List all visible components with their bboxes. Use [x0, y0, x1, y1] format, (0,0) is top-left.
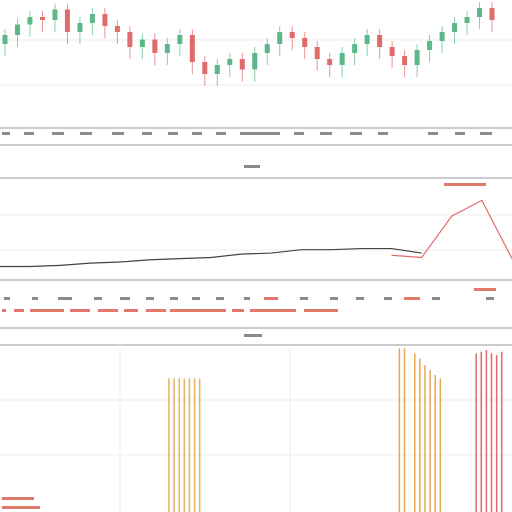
candle-body — [377, 35, 383, 47]
volume-bar — [434, 375, 436, 512]
volume-bar — [419, 358, 421, 512]
price-line — [391, 199, 512, 259]
volume-bar — [198, 378, 201, 512]
candle-body — [239, 59, 245, 70]
candle-body — [252, 53, 258, 70]
candle-body — [139, 39, 145, 47]
candle-body — [289, 32, 295, 38]
candle-body — [227, 59, 233, 65]
candle-body — [189, 35, 195, 62]
candle-body — [389, 47, 395, 56]
volume-bar — [188, 378, 191, 512]
candle-body — [77, 23, 83, 32]
volume-bar — [475, 353, 477, 512]
volume-bar — [168, 378, 170, 512]
candle-body — [302, 38, 308, 47]
volume-bar — [183, 378, 186, 512]
price-line — [0, 247, 422, 268]
candle-body — [64, 9, 70, 32]
candle-body — [14, 24, 20, 35]
candle-body — [402, 56, 408, 65]
volume-bar — [439, 378, 442, 512]
candle-body — [414, 50, 420, 65]
candle-body — [2, 35, 8, 44]
candle-body — [477, 8, 483, 17]
time-axis-labels — [2, 132, 492, 135]
info-row — [2, 309, 338, 312]
volume-bar — [424, 365, 426, 512]
candle-body — [439, 32, 445, 41]
volume-bar — [490, 353, 493, 512]
candle-body — [314, 47, 320, 59]
volume-bar — [485, 350, 488, 512]
volume-bar — [413, 353, 416, 512]
candle-body — [427, 41, 433, 50]
candle-body — [264, 44, 270, 53]
volume-bar — [480, 351, 483, 512]
candle-body — [339, 53, 345, 65]
volume-bar — [173, 378, 175, 512]
candle-body — [27, 17, 33, 25]
volume-bar — [193, 378, 196, 512]
candle-body — [177, 35, 183, 44]
candle-body — [214, 65, 220, 74]
candle-body — [39, 17, 45, 20]
volume-bar — [178, 378, 180, 512]
volume-bar — [403, 348, 406, 512]
candle-body — [152, 39, 158, 53]
candle-body — [114, 26, 120, 32]
candle-body — [89, 14, 95, 23]
candle-body — [352, 44, 358, 53]
volume-bar — [501, 351, 503, 512]
candle-body — [127, 32, 133, 47]
candle-body — [202, 62, 208, 74]
candle-body — [164, 44, 170, 53]
time-axis-labels — [4, 288, 496, 300]
candle-body — [452, 23, 458, 32]
candle-body — [489, 8, 495, 20]
volume-bar — [398, 348, 401, 512]
candle-body — [102, 14, 108, 26]
candle-body — [277, 32, 283, 44]
volume-bar — [429, 370, 431, 512]
candle-body — [364, 35, 370, 44]
volume-bar — [495, 355, 498, 512]
layout — [0, 39, 512, 512]
candle-body — [464, 17, 470, 23]
candle-body — [52, 9, 58, 20]
candle-body — [327, 59, 333, 65]
